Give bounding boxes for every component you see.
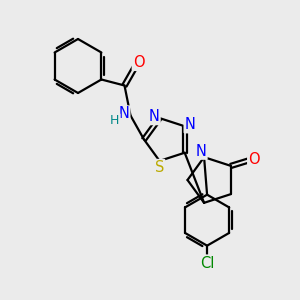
Text: O: O <box>248 152 260 167</box>
Text: N: N <box>196 144 206 159</box>
Text: H: H <box>110 114 120 128</box>
Text: O: O <box>133 55 144 70</box>
Text: N: N <box>149 109 160 124</box>
Text: N: N <box>185 117 196 132</box>
Text: S: S <box>155 160 164 175</box>
Text: N: N <box>118 106 129 122</box>
Text: Cl: Cl <box>200 256 214 271</box>
